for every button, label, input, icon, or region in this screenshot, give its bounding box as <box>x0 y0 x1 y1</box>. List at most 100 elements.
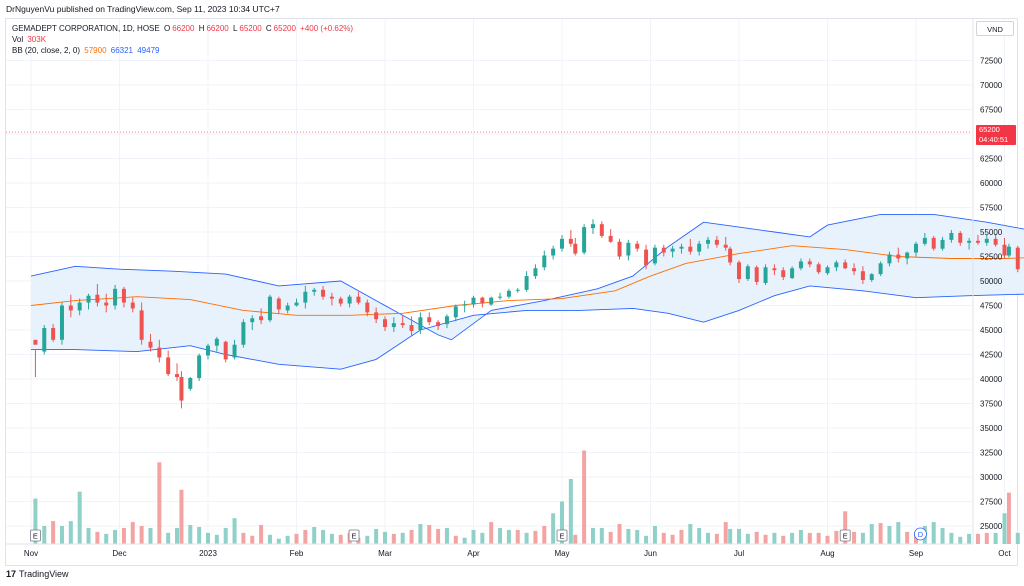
candle-body <box>714 239 719 245</box>
candle <box>365 299 370 317</box>
candle-body <box>573 243 578 254</box>
volume-bar <box>798 529 803 544</box>
candle <box>223 340 228 363</box>
candle-body <box>197 355 202 379</box>
volume-bar <box>728 528 733 544</box>
volume-bar <box>303 529 308 544</box>
candle-body <box>967 240 972 243</box>
candle <box>285 302 290 314</box>
candle-body <box>905 252 910 259</box>
candle <box>905 251 910 265</box>
price-tick-label: 60000 <box>980 179 1003 188</box>
currency-button[interactable]: VND <box>976 21 1014 36</box>
legend-open-label: O <box>163 24 171 33</box>
candle-body <box>984 238 989 243</box>
candle-body <box>175 374 180 378</box>
price-tick-label: 67500 <box>980 106 1003 115</box>
candle <box>635 240 640 252</box>
candle-body <box>807 261 812 265</box>
volume-bar <box>400 532 405 544</box>
time-tick-label: Apr <box>467 549 480 558</box>
candle <box>77 298 82 316</box>
candle <box>338 296 343 307</box>
time-tick-label: Aug <box>820 549 834 558</box>
earnings-marker: E <box>839 529 851 542</box>
legend-bb-label: BB (20, close, 2, 0) <box>12 46 81 55</box>
time-tick-label: 2023 <box>199 549 217 558</box>
volume-bar <box>905 531 910 544</box>
candle-body <box>790 268 795 279</box>
volume-bar <box>626 528 631 544</box>
volume-bar <box>807 532 812 544</box>
candle-body <box>312 289 317 292</box>
volume-bar <box>652 526 657 544</box>
candle-body <box>179 377 184 401</box>
candle-body <box>223 341 228 360</box>
volume-bar <box>551 513 556 544</box>
earnings-marker: E <box>30 529 41 542</box>
volume-bar <box>374 528 379 544</box>
candle <box>356 291 361 305</box>
price-tick-label: 62500 <box>980 155 1003 164</box>
publisher-line: DrNguyenVu published on TradingView.com,… <box>6 4 280 14</box>
candle-body <box>661 247 666 253</box>
bar-countdown: 04:40:51 <box>979 135 1009 145</box>
volume-bar <box>573 534 578 544</box>
candle <box>940 236 945 251</box>
volume-bar <box>267 534 272 544</box>
candle <box>679 243 684 254</box>
candle <box>259 308 264 325</box>
candle-body <box>993 238 998 245</box>
candle <box>922 232 927 246</box>
volume-bar <box>967 533 972 544</box>
volume-bar <box>843 511 848 544</box>
volume-bar <box>391 533 396 544</box>
candle-body <box>599 224 604 236</box>
time-tick-label: Dec <box>112 549 126 558</box>
candle <box>781 267 786 281</box>
candle-body <box>626 242 631 256</box>
volume-bar <box>869 524 874 544</box>
legend-bb-row[interactable]: BB (20, close, 2, 0) 57900 66321 49479 <box>12 45 355 56</box>
candle <box>931 235 936 251</box>
volume-bar <box>790 532 795 544</box>
candle-body <box>772 268 777 271</box>
candle-body <box>843 262 848 269</box>
candle <box>560 234 564 252</box>
candle <box>515 287 520 293</box>
volume-bar <box>834 530 839 544</box>
volume-bar <box>754 531 759 544</box>
candle <box>95 283 100 307</box>
candle-body <box>427 317 432 323</box>
volume-bar <box>130 522 135 544</box>
volume-bar <box>294 533 299 544</box>
candle-body <box>365 302 370 313</box>
candle-body <box>975 240 980 243</box>
candle <box>33 339 38 378</box>
price-tick-label: 37500 <box>980 400 1003 409</box>
candle-body <box>104 302 109 306</box>
candle-body <box>781 270 786 278</box>
candle <box>568 230 573 247</box>
candle <box>714 235 719 248</box>
tradingview-logo[interactable]: 17 TradingView <box>6 569 69 579</box>
candle-body <box>206 345 210 356</box>
volume-bar <box>896 522 901 544</box>
legend-volume-row[interactable]: Vol 303K <box>12 34 355 45</box>
candle <box>958 231 963 246</box>
volume-bar <box>113 529 118 544</box>
candle <box>860 266 865 284</box>
candle <box>697 240 702 256</box>
candle-body <box>166 357 171 375</box>
candle-body <box>1002 244 1007 256</box>
dividend-marker: D <box>914 527 927 541</box>
volume-bar <box>763 534 768 544</box>
candle-body <box>276 298 281 310</box>
candle <box>745 264 750 281</box>
volume-bar <box>714 533 719 544</box>
volume-bar <box>427 525 432 544</box>
volume-bar <box>197 526 202 544</box>
